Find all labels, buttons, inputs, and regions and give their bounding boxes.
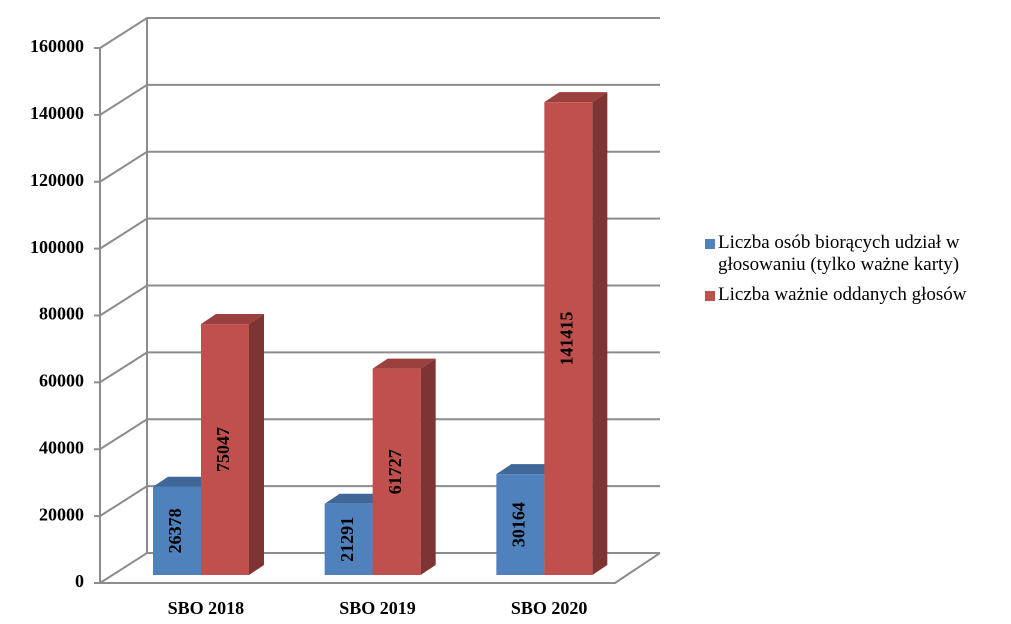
grid-line [99,217,660,250]
legend-swatch [705,291,715,301]
bar [324,503,373,575]
value-label: 141415 [556,312,576,366]
bar [544,102,593,576]
y-tick-label: 80000 [39,304,84,324]
grid-line [99,485,660,517]
legend: Liczba osób biorących udział w głosowani… [705,232,1010,314]
y-tick-label: 120000 [30,170,84,190]
value-label: 21291 [337,517,357,562]
y-tick-label: 160000 [30,36,84,56]
legend-label: Liczba ważnie oddanych głosów [718,284,967,305]
y-tick-label: 20000 [39,504,84,524]
grid-line [99,17,660,49]
grid-line [99,351,660,384]
y-tick-label: 100000 [30,237,84,257]
y-tick-label: 0 [75,571,84,591]
y-tick-label: 140000 [30,103,84,123]
bar-top [372,358,436,369]
bar-side [249,314,264,575]
value-label: 30164 [508,502,528,547]
y-tick-label: 60000 [39,371,84,391]
bar [372,368,421,575]
bar-top [544,92,608,103]
bar [153,486,201,575]
grid-line [99,552,660,584]
bar-top [153,476,216,487]
bar-top [324,493,388,504]
bar [496,474,545,575]
bar-side [592,92,608,576]
floor-edge [100,552,661,584]
bar-side [420,358,436,575]
value-label: 75047 [213,427,233,472]
legend-item: Liczba osób biorących udział w głosowani… [705,232,1010,276]
bar [201,324,249,575]
x-tick-label: SBO 2019 [339,598,416,618]
grid-line [99,284,660,317]
x-tick-label: SBO 2020 [511,598,588,618]
y-tick-label: 40000 [39,437,84,457]
legend-label: Liczba osób biorących udział w głosowani… [718,232,960,275]
grid-line [99,418,660,451]
bar-top [201,314,264,325]
legend-item: Liczba ważnie oddanych głosów [705,284,1010,306]
bar-top [496,464,560,475]
grid-line [99,150,660,183]
value-label: 61727 [385,449,405,494]
x-tick-label: SBO 2018 [168,598,245,618]
value-label: 26378 [165,508,185,553]
legend-swatch [705,239,715,249]
grid-line [99,83,660,116]
